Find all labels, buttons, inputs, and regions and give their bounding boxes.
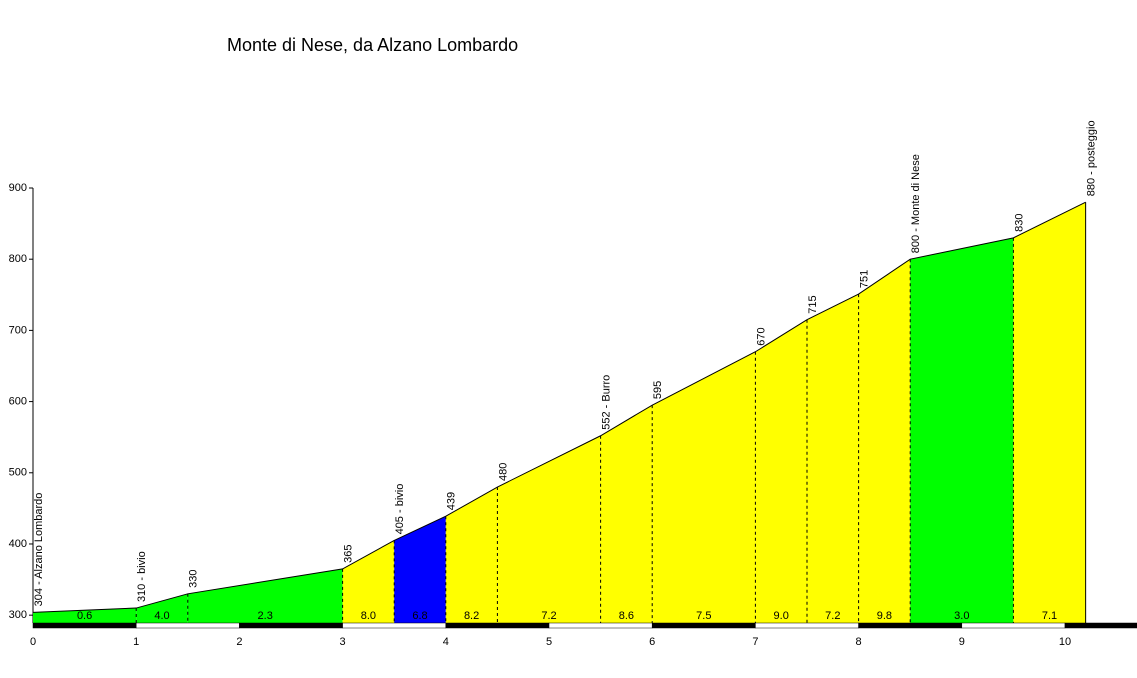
km-bar bbox=[239, 622, 343, 629]
segment bbox=[445, 487, 498, 623]
segment bbox=[652, 351, 756, 623]
km-bar bbox=[548, 622, 653, 629]
km-bar bbox=[1064, 622, 1137, 629]
segment bbox=[394, 516, 446, 623]
km-bar bbox=[342, 622, 447, 629]
grade-label: 3.0 bbox=[954, 610, 969, 622]
grade-label: 2.3 bbox=[258, 610, 273, 622]
point-label: 405 - bivio bbox=[394, 484, 406, 535]
x-tick-label: 1 bbox=[133, 636, 139, 648]
grade-label: 0.6 bbox=[77, 610, 92, 622]
km-bar bbox=[135, 622, 240, 629]
point-label: 715 bbox=[807, 295, 819, 313]
grade-label: 8.2 bbox=[464, 610, 479, 622]
grade-label: 4.0 bbox=[154, 610, 169, 622]
point-label: 830 bbox=[1013, 213, 1025, 231]
y-tick-label: 600 bbox=[9, 395, 27, 407]
y-tick-label: 700 bbox=[9, 324, 27, 336]
grade-label: 8.0 bbox=[361, 610, 376, 622]
segment bbox=[1013, 202, 1086, 623]
y-tick-label: 500 bbox=[9, 467, 27, 479]
km-bar bbox=[858, 622, 963, 629]
segment bbox=[807, 294, 859, 623]
point-label: 304 - Alzano Lombardo bbox=[33, 493, 45, 607]
grade-label: 7.2 bbox=[825, 610, 840, 622]
y-tick-label: 300 bbox=[9, 609, 27, 621]
point-label: 552 - Burro bbox=[601, 375, 613, 430]
y-tick-label: 400 bbox=[9, 538, 27, 550]
point-label: 880 - posteggio bbox=[1086, 120, 1098, 196]
grade-label: 7.1 bbox=[1042, 610, 1057, 622]
point-label: 800 - Monte di Nese bbox=[910, 154, 922, 253]
point-label: 480 bbox=[497, 463, 509, 481]
point-label: 670 bbox=[755, 327, 767, 345]
km-bar bbox=[651, 622, 756, 629]
grade-label: 9.0 bbox=[774, 610, 789, 622]
point-label: 310 - bivio bbox=[136, 551, 148, 602]
y-tick-label: 900 bbox=[9, 182, 27, 194]
segment bbox=[136, 593, 188, 623]
x-tick-label: 9 bbox=[959, 636, 965, 648]
point-label: 330 bbox=[188, 569, 200, 587]
x-tick-label: 4 bbox=[443, 636, 449, 648]
x-tick-label: 8 bbox=[856, 636, 862, 648]
segment bbox=[342, 540, 395, 623]
point-label: 751 bbox=[859, 270, 871, 288]
segment bbox=[497, 435, 601, 623]
y-tick-label: 800 bbox=[9, 253, 27, 265]
segment bbox=[755, 319, 807, 623]
chart-title: Monte di Nese, da Alzano Lombardo bbox=[227, 35, 518, 55]
x-tick-label: 5 bbox=[546, 636, 552, 648]
segment bbox=[187, 568, 343, 623]
x-tick-label: 3 bbox=[340, 636, 346, 648]
x-tick-label: 6 bbox=[649, 636, 655, 648]
point-label: 439 bbox=[446, 492, 458, 510]
point-label: 365 bbox=[343, 545, 355, 563]
grade-label: 7.2 bbox=[541, 610, 556, 622]
x-tick-label: 0 bbox=[30, 636, 36, 648]
grade-label: 9.8 bbox=[877, 610, 892, 622]
km-bar bbox=[445, 622, 550, 629]
x-tick-label: 7 bbox=[752, 636, 758, 648]
point-label: 595 bbox=[652, 381, 664, 399]
segment bbox=[858, 259, 911, 623]
grade-label: 6.8 bbox=[412, 610, 427, 622]
x-tick-label: 2 bbox=[236, 636, 242, 648]
segment bbox=[600, 405, 653, 623]
x-tick-label: 10 bbox=[1059, 636, 1071, 648]
grade-label: 8.6 bbox=[619, 610, 634, 622]
profile-line bbox=[32, 201, 1086, 613]
km-bar bbox=[755, 622, 859, 629]
km-bar bbox=[961, 622, 1066, 629]
grade-label: 7.5 bbox=[696, 610, 711, 622]
segment bbox=[33, 608, 137, 623]
segment bbox=[910, 237, 1014, 623]
km-bar bbox=[32, 622, 137, 629]
